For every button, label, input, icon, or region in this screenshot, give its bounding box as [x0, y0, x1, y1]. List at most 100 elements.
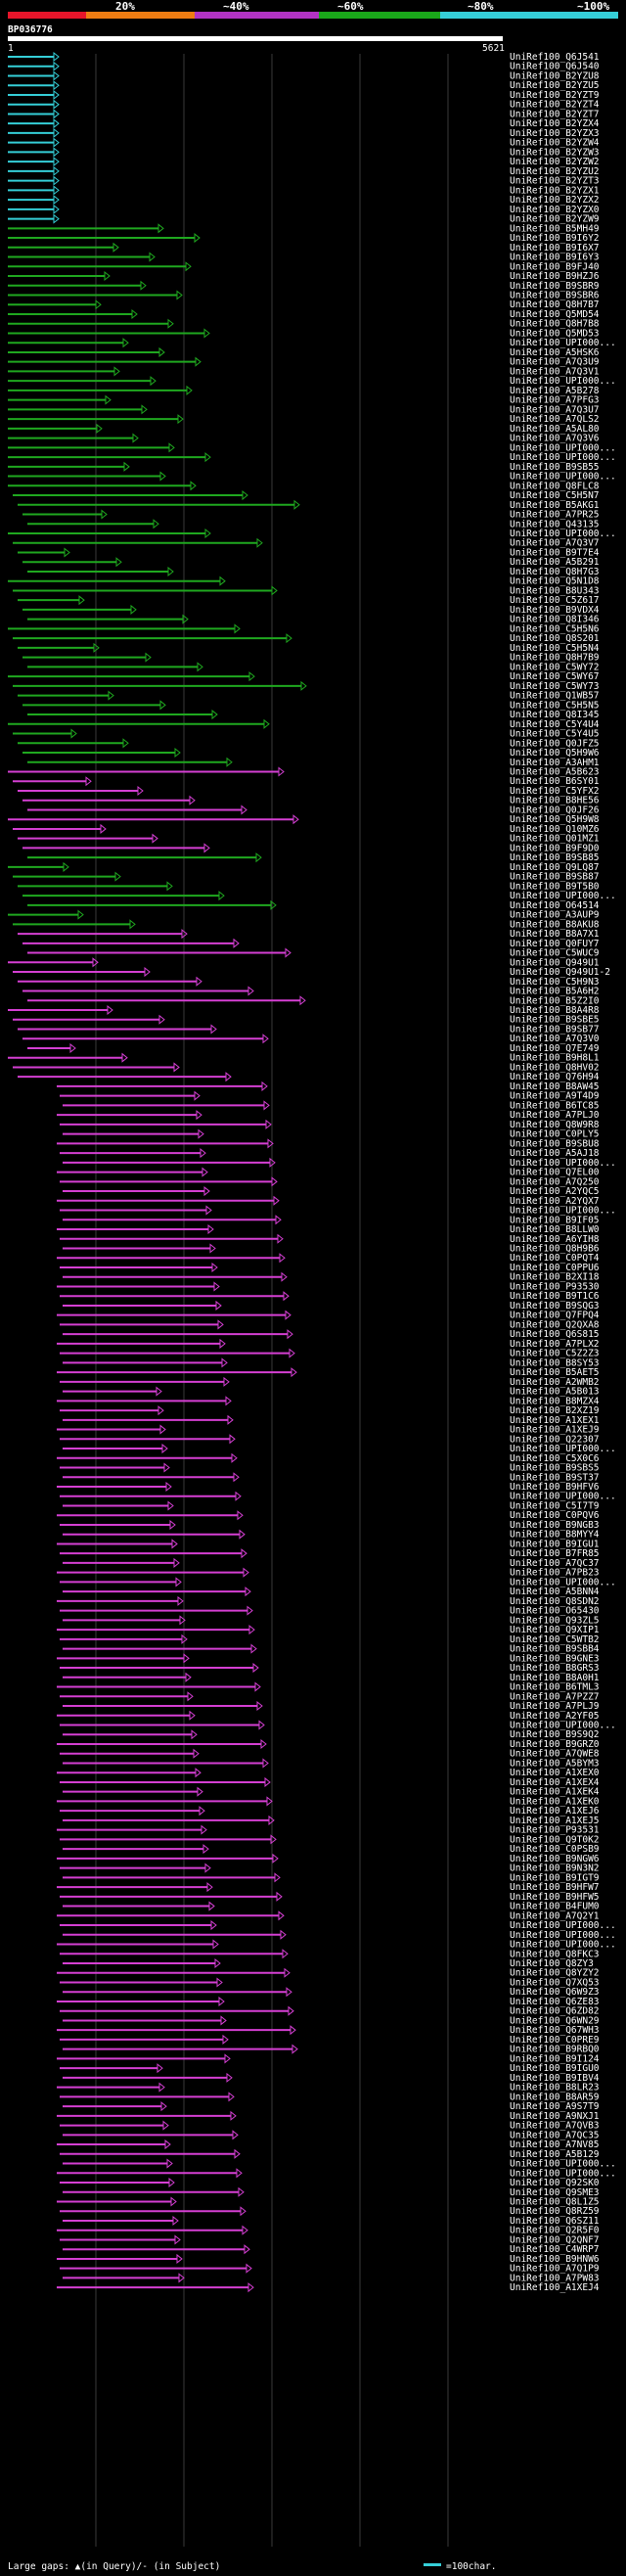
hit-label[interactable]: UniRef100_B9IBV4 — [510, 2073, 600, 2084]
hit-label[interactable]: UniRef100_A7Q3U9 — [510, 357, 600, 368]
hit-label[interactable]: UniRef100_C5Z2Z3 — [510, 1349, 600, 1359]
hit-label[interactable]: UniRef100_Q0FUY7 — [510, 939, 600, 949]
hit-label[interactable]: UniRef100_C0PQT4 — [510, 1253, 600, 1264]
hit-label[interactable]: UniRef100_UPI000... — [510, 1492, 616, 1502]
hit-label[interactable]: UniRef100_B9SBS5 — [510, 1463, 600, 1474]
hit-label[interactable]: UniRef100_B8GRS3 — [510, 1663, 600, 1674]
hit-label[interactable]: UniRef100_B9SB87 — [510, 872, 600, 883]
hit-label[interactable]: UniRef100_B9SBE5 — [510, 1015, 600, 1026]
hit-label[interactable]: UniRef100_B9S9Q2 — [510, 1729, 600, 1740]
hit-label[interactable]: UniRef100_B2YZW4 — [510, 138, 600, 149]
hit-label[interactable]: UniRef100_Q9LQ87 — [510, 862, 600, 873]
hit-label[interactable]: UniRef100_B2YZT9 — [510, 90, 600, 101]
hit-label[interactable]: UniRef100_B8MZX4 — [510, 1396, 600, 1406]
hit-label[interactable]: UniRef100_B9F9D0 — [510, 843, 600, 853]
hit-label[interactable]: UniRef100_B9SBR6 — [510, 291, 600, 301]
hit-label[interactable]: UniRef100_A5B291 — [510, 557, 600, 568]
hit-label[interactable]: UniRef100_Q22307 — [510, 1434, 600, 1445]
hit-label[interactable]: UniRef100_A5B013 — [510, 1387, 600, 1398]
hit-label[interactable]: UniRef100_Q7FPQ4 — [510, 1311, 600, 1321]
hit-label[interactable]: UniRef100_B2YZX3 — [510, 128, 600, 139]
hit-label[interactable]: UniRef100_B9SB85 — [510, 852, 600, 863]
hit-label[interactable]: UniRef100_C0PQV6 — [510, 1510, 600, 1521]
hit-label[interactable]: UniRef100_Q6J541 — [510, 52, 600, 63]
hit-label[interactable]: UniRef100_B9HFW7 — [510, 1882, 600, 1893]
hit-label[interactable]: UniRef100_A5BYM3 — [510, 1758, 600, 1769]
hit-label[interactable]: UniRef100_UPI000... — [510, 1577, 616, 1587]
hit-label[interactable]: UniRef100_B8AR59 — [510, 2092, 600, 2102]
hit-label[interactable]: UniRef100_A7PLJ9 — [510, 1701, 600, 1712]
hit-label[interactable]: UniRef100_C0PPU6 — [510, 1263, 600, 1273]
hit-label[interactable]: UniRef100_B9GNE3 — [510, 1653, 600, 1664]
hit-label[interactable]: UniRef100_Q6J540 — [510, 62, 600, 72]
hit-label[interactable]: UniRef100_Q6W9Z3 — [510, 1987, 600, 1998]
hit-label[interactable]: UniRef100_B2YZT7 — [510, 109, 600, 119]
hit-label[interactable]: UniRef100_A5HSK6 — [510, 347, 600, 358]
hit-label[interactable]: UniRef100_B9HFV6 — [510, 1482, 600, 1493]
hit-label[interactable]: UniRef100_B2YZT3 — [510, 176, 600, 187]
hit-label[interactable]: UniRef100_Q7XQ53 — [510, 1977, 600, 1988]
hit-label[interactable]: UniRef100_B8LLW0 — [510, 1224, 600, 1235]
hit-label[interactable]: UniRef100_C0PRE9 — [510, 2035, 600, 2046]
hit-label[interactable]: UniRef100_Q6ZE83 — [510, 1997, 600, 2007]
hit-label[interactable]: UniRef100_Q8RZ59 — [510, 2206, 600, 2217]
hit-label[interactable]: UniRef100_Q43135 — [510, 519, 600, 529]
hit-label[interactable]: UniRef100_B7FR85 — [510, 1548, 600, 1559]
hit-label[interactable]: UniRef100_A7Q2Y1 — [510, 1910, 600, 1921]
hit-label[interactable]: UniRef100_A7PB23 — [510, 1568, 600, 1579]
hit-label[interactable]: UniRef100_C5H5N6 — [510, 623, 600, 634]
hit-label[interactable]: UniRef100_Q8L1Z5 — [510, 2197, 600, 2208]
hit-label[interactable]: UniRef100_B9HFW5 — [510, 1892, 600, 1903]
hit-label[interactable]: UniRef100_UPI000... — [510, 1444, 616, 1454]
hit-label[interactable]: UniRef100_B9SBB4 — [510, 1644, 600, 1655]
hit-label[interactable]: UniRef100_A7Q3V7 — [510, 538, 600, 549]
hit-label[interactable]: UniRef100_Q5H9W6 — [510, 748, 600, 759]
hit-label[interactable]: UniRef100_B9SB55 — [510, 462, 600, 473]
hit-label[interactable]: UniRef100_A5AL80 — [510, 424, 600, 435]
hit-label[interactable]: UniRef100_A7Q250 — [510, 1176, 600, 1187]
hit-label[interactable]: UniRef100_B2YZU2 — [510, 166, 600, 177]
hit-label[interactable]: UniRef100_Q1WB57 — [510, 691, 600, 702]
hit-label[interactable]: UniRef100_UPI000... — [510, 1721, 616, 1731]
hit-label[interactable]: UniRef100_UPI000... — [510, 1930, 616, 1941]
hit-label[interactable]: UniRef100_B2YZW3 — [510, 147, 600, 158]
hit-label[interactable]: UniRef100_A7QVB3 — [510, 2121, 600, 2132]
hit-label[interactable]: UniRef100_B9IGT9 — [510, 1872, 600, 1883]
hit-label[interactable]: UniRef100_O65430 — [510, 1606, 600, 1617]
hit-label[interactable]: UniRef100_Q5MD53 — [510, 328, 600, 339]
hit-label[interactable]: UniRef100_A2WMB2 — [510, 1377, 600, 1388]
hit-label[interactable]: UniRef100_B5A6H2 — [510, 987, 600, 997]
hit-label[interactable]: UniRef100_B9NGB3 — [510, 1520, 600, 1531]
hit-label[interactable]: UniRef100_Q8H7B8 — [510, 319, 600, 330]
hit-label[interactable]: UniRef100_A7Q3U7 — [510, 404, 600, 415]
hit-label[interactable]: UniRef100_Q01MZ1 — [510, 834, 600, 845]
hit-label[interactable]: UniRef100_A1XEX0 — [510, 1768, 600, 1778]
hit-label[interactable]: UniRef100_A1XEJ9 — [510, 1425, 600, 1436]
hit-label[interactable]: UniRef100_C5WY73 — [510, 681, 600, 692]
hit-label[interactable]: UniRef100_Q949U1 — [510, 957, 600, 968]
hit-label[interactable]: UniRef100_A1XEX1 — [510, 1415, 600, 1426]
hit-label[interactable]: UniRef100_Q67WH3 — [510, 2025, 600, 2036]
hit-label[interactable]: UniRef100_B9T7E4 — [510, 547, 600, 558]
hit-label[interactable]: UniRef100_B2YZX4 — [510, 118, 600, 129]
hit-label[interactable]: UniRef100_C0PLY5 — [510, 1129, 600, 1140]
hit-label[interactable]: UniRef100_B9ST37 — [510, 1472, 600, 1483]
hit-label[interactable]: UniRef100_B9SBU8 — [510, 1138, 600, 1149]
hit-label[interactable]: UniRef100_Q93ZL5 — [510, 1615, 600, 1626]
hit-label[interactable]: UniRef100_Q8I345 — [510, 710, 600, 720]
hit-label[interactable]: UniRef100_B2XZ19 — [510, 1405, 600, 1416]
hit-label[interactable]: UniRef100_Q8FKC3 — [510, 1949, 600, 1959]
hit-label[interactable]: UniRef100_UPI000... — [510, 1158, 616, 1169]
hit-label[interactable]: UniRef100_A3AHM1 — [510, 758, 600, 768]
hit-label[interactable]: UniRef100_A1XEX4 — [510, 1777, 600, 1788]
hit-label[interactable]: UniRef100_B5AET5 — [510, 1367, 600, 1378]
hit-label[interactable]: UniRef100_B4FUM0 — [510, 1902, 600, 1912]
hit-label[interactable]: UniRef100_UPI000... — [510, 376, 616, 387]
hit-label[interactable]: UniRef100_A7PR25 — [510, 510, 600, 521]
hit-label[interactable]: UniRef100_Q7EL00 — [510, 1168, 600, 1178]
hit-label[interactable]: UniRef100_Q8W9R8 — [510, 1120, 600, 1130]
hit-label[interactable]: UniRef100_UPI000... — [510, 1920, 616, 1931]
hit-label[interactable]: UniRef100_A1XEK0 — [510, 1796, 600, 1807]
hit-label[interactable]: UniRef100_B2YZU5 — [510, 80, 600, 91]
hit-label[interactable]: UniRef100_B2YZX0 — [510, 205, 600, 215]
